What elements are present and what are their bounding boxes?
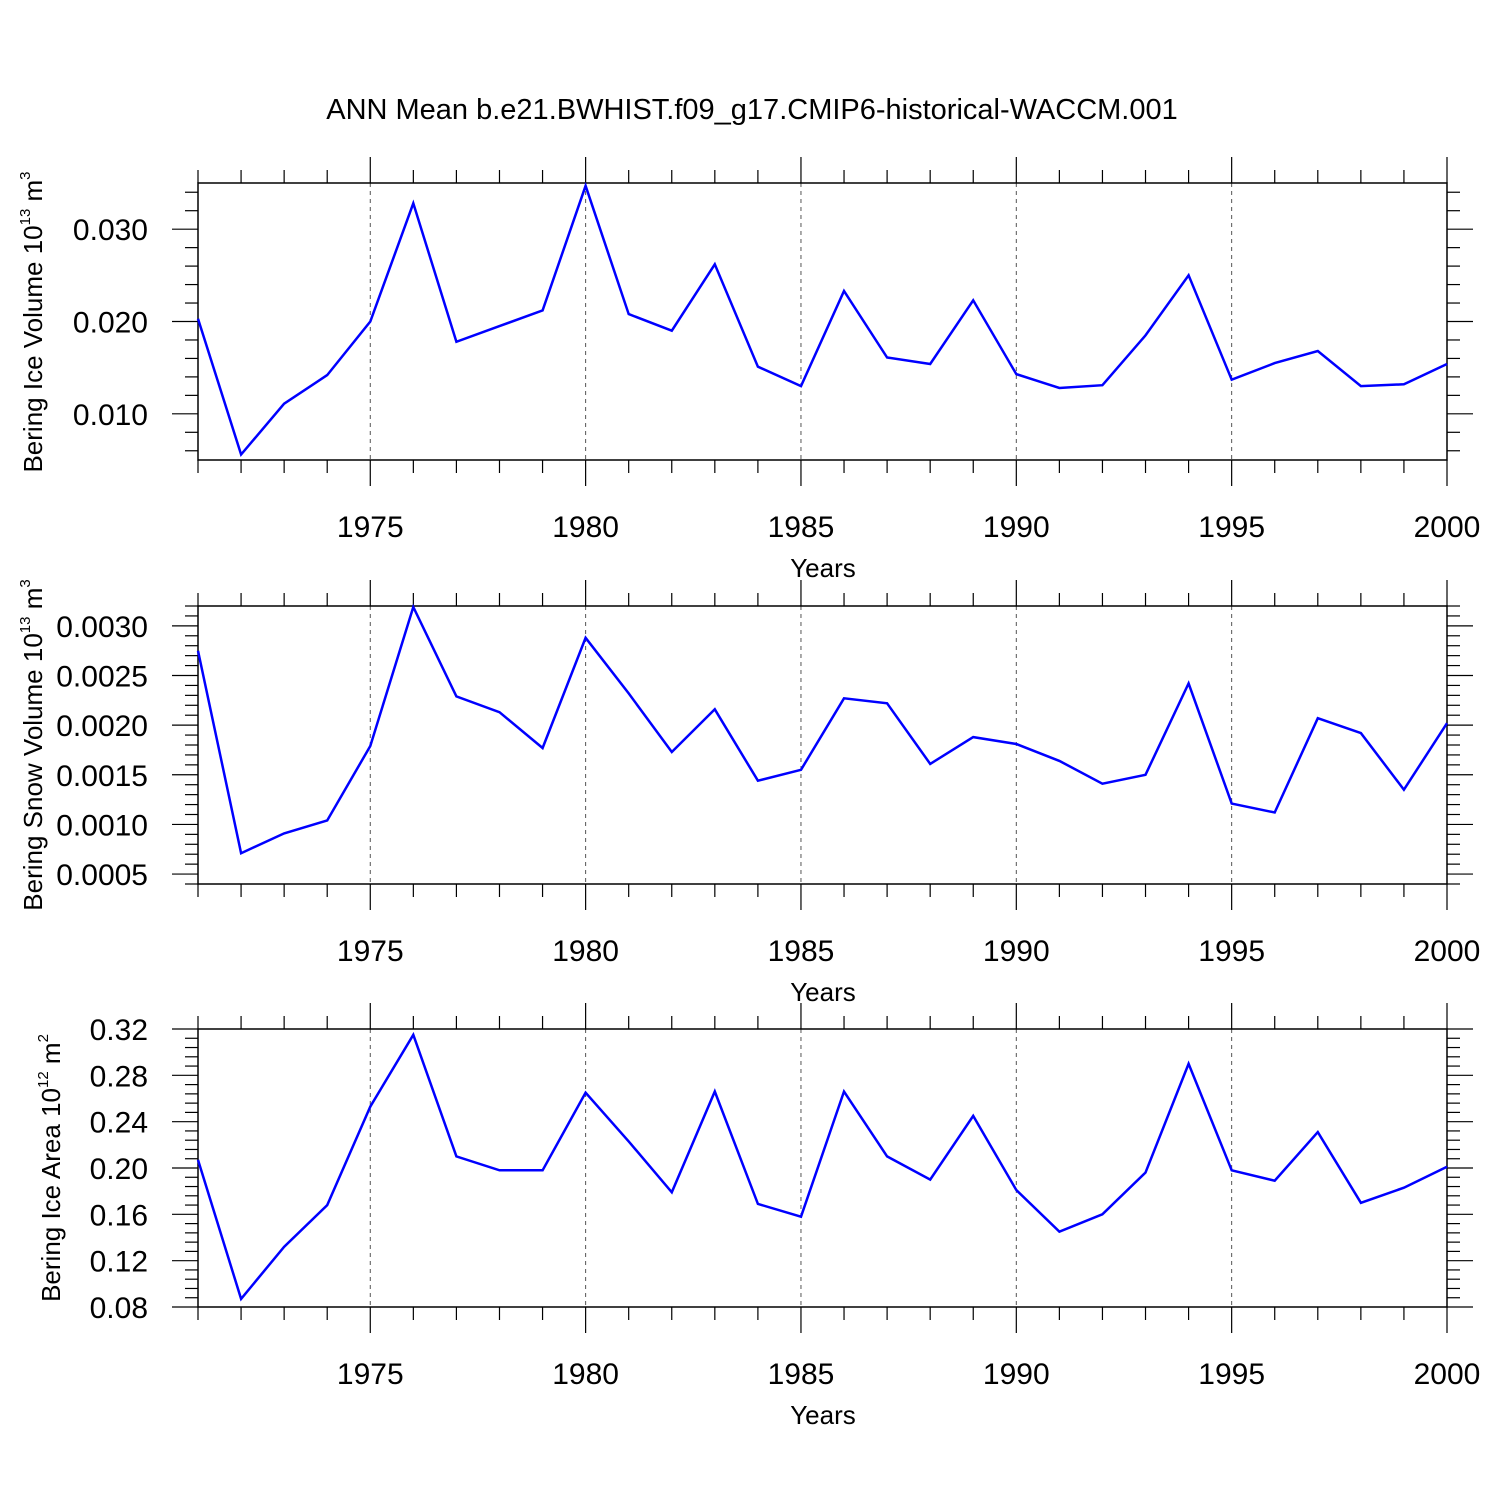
x-tick-label: 1980	[552, 935, 619, 968]
y-axis-label: Bering Ice Area 1012 m2	[35, 1034, 66, 1302]
x-tick-label: 1995	[1198, 935, 1265, 968]
y-axis-label-text: Bering Ice Volume 10	[18, 225, 48, 472]
y-axis-label-unit-exp: 3	[17, 171, 34, 179]
x-tick-label: 1975	[337, 511, 404, 544]
x-tick-label: 1975	[337, 1358, 404, 1391]
x-tick-label: 2000	[1414, 1358, 1481, 1391]
y-tick-label: 0.0015	[56, 760, 148, 793]
y-axis-label-unit: m	[18, 588, 48, 617]
y-axis-label-exp: 13	[17, 617, 34, 634]
x-tick-label: 1975	[337, 935, 404, 968]
chart-panel-1: 0.010 0.020 0.030 1975 1980 1985 1990 1995 2000 Y…	[17, 157, 1480, 583]
y-tick-label: 0.32	[90, 1014, 148, 1047]
x-tick-label: 1985	[768, 935, 835, 968]
x-axis-label: Years	[790, 1400, 856, 1430]
x-tick-label: 1980	[552, 511, 619, 544]
x-tick-label: 1995	[1198, 1358, 1265, 1391]
chart-panel-3: 0.08 0.12 0.16 0.20 0.24 0.28 0.32 1975 1980 1985…	[35, 1003, 1480, 1430]
x-axis-label: Years	[790, 977, 856, 1007]
chart-panel-2: 0.0005 0.0010 0.0015 0.0020 0.0025 0.0030 1975…	[17, 579, 1480, 1007]
y-tick-label: 0.24	[90, 1107, 148, 1140]
x-tick-label: 1995	[1198, 511, 1265, 544]
y-axis-label-unit: m	[18, 180, 48, 209]
x-tick-label: 1990	[983, 1358, 1050, 1391]
y-tick-label: 0.020	[73, 307, 148, 340]
series-line	[196, 181, 1448, 458]
y-tick-label: 0.20	[90, 1153, 148, 1186]
y-tick-label: 0.010	[73, 399, 148, 432]
x-tick-label: 1985	[768, 1358, 835, 1391]
y-tick-label: 0.0030	[56, 611, 148, 644]
y-axis-label-text: Bering Ice Area 10	[36, 1088, 66, 1302]
y-tick-label: 0.0020	[56, 710, 148, 743]
x-axis-label: Years	[790, 553, 856, 583]
plot-frame	[197, 605, 1448, 885]
y-axis-label-exp: 13	[17, 209, 34, 226]
x-tick-label: 1990	[983, 511, 1050, 544]
y-axis-label: Bering Snow Volume 1013 m3	[17, 579, 48, 910]
y-axis-label: Bering Ice Volume 1013 m3	[17, 171, 48, 472]
y-tick-label: 0.030	[73, 214, 148, 247]
y-tick-label: 0.28	[90, 1060, 148, 1093]
y-axis-label-unit-exp: 2	[35, 1034, 52, 1042]
x-tick-label: 1985	[768, 511, 835, 544]
plot-frame	[197, 182, 1448, 461]
y-axis-label-exp: 12	[35, 1071, 52, 1088]
plot-frame	[197, 1028, 1448, 1308]
y-axis-label-unit: m	[36, 1042, 66, 1071]
y-tick-label: 0.16	[90, 1199, 148, 1232]
x-tick-label: 2000	[1414, 511, 1481, 544]
y-tick-label: 0.0025	[56, 661, 148, 694]
y-tick-label: 0.0010	[56, 809, 148, 842]
y-axis-label-unit-exp: 3	[17, 579, 34, 587]
x-tick-label: 2000	[1414, 935, 1481, 968]
figure-title: ANN Mean b.e21.BWHIST.f09_g17.CMIP6-hist…	[326, 94, 1178, 126]
y-axis-label-text: Bering Snow Volume 10	[18, 633, 48, 911]
x-tick-label: 1980	[552, 1358, 619, 1391]
y-tick-label: 0.08	[90, 1292, 148, 1325]
x-tick-label: 1990	[983, 935, 1050, 968]
series-line	[196, 603, 1449, 855]
y-tick-label: 0.0005	[56, 859, 148, 892]
y-tick-label: 0.12	[90, 1246, 148, 1279]
series-line	[196, 1031, 1448, 1302]
